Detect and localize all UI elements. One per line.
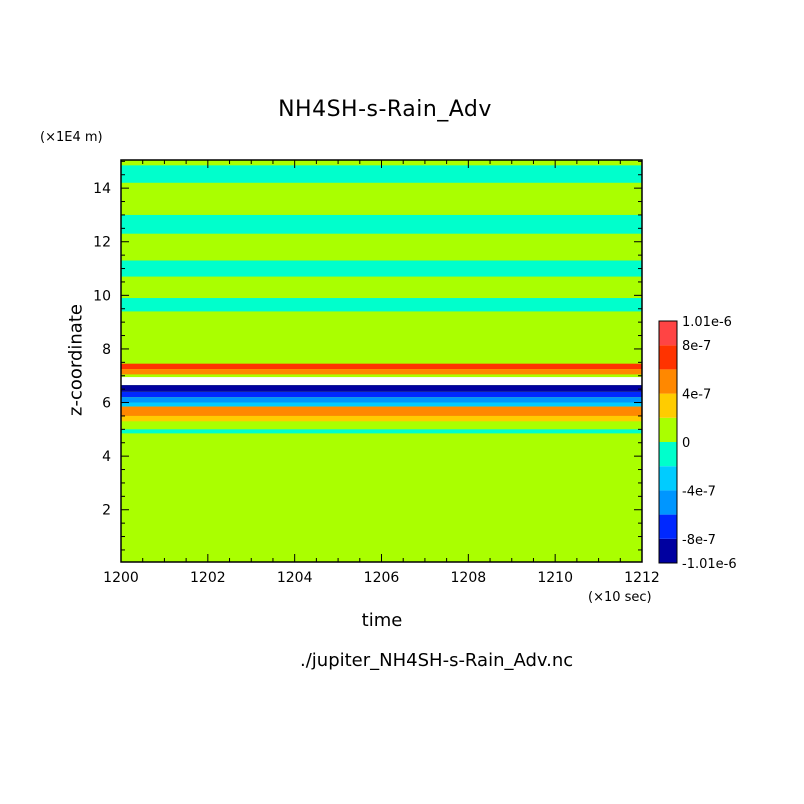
- colorbar-swatch: [659, 417, 677, 442]
- contour-band: [121, 260, 642, 277]
- contour-band: [121, 165, 642, 183]
- contour-band: [121, 298, 642, 312]
- colorbar-label: 8e-7: [682, 339, 711, 354]
- x-axis-label: time: [361, 610, 403, 631]
- contour-band: [121, 415, 642, 422]
- x-tick-label: 1212: [624, 570, 660, 586]
- colorbar-label: 4e-7: [682, 388, 711, 403]
- y-tick-label: 6: [102, 396, 111, 412]
- x-tick-label: 1206: [364, 570, 400, 586]
- x-axis-unit: (×10 sec): [588, 590, 652, 605]
- colorbar-frame: [658, 320, 678, 564]
- colorbar-swatch: [659, 321, 677, 346]
- y-tick-label: 10: [93, 288, 111, 304]
- contour-band: [121, 402, 642, 407]
- contour-band: [121, 369, 642, 375]
- colorbar-label: -8e-7: [682, 533, 716, 548]
- contour-band: [121, 429, 642, 434]
- colorbar-swatch: [659, 345, 677, 370]
- y-tick-label: 8: [102, 342, 111, 358]
- colorbar-label: -1.01e-6: [682, 557, 737, 572]
- colorbar-label: -4e-7: [682, 484, 716, 499]
- contour-band: [121, 397, 642, 403]
- colorbar-swatch: [659, 538, 677, 563]
- contour-band: [121, 363, 642, 370]
- x-tick-label: 1210: [537, 570, 573, 586]
- y-axis-unit: (×1E4 m): [40, 130, 103, 145]
- colorbar-swatch: [659, 369, 677, 394]
- x-tick-label: 1204: [277, 570, 313, 586]
- colorbar-swatch: [659, 442, 677, 467]
- contour-band: [121, 377, 642, 386]
- colorbar-label: 0: [682, 436, 690, 451]
- contour-band: [121, 385, 642, 392]
- contour-band: [121, 391, 642, 398]
- chart-title: NH4SH-s-Rain_Adv: [278, 97, 492, 122]
- x-tick-label: 1202: [190, 570, 226, 586]
- y-tick-label: 4: [102, 449, 111, 465]
- colorbar-label: 1.01e-6: [682, 315, 732, 330]
- y-tick-label: 2: [102, 503, 111, 519]
- source-filename: ./jupiter_NH4SH-s-Rain_Adv.nc: [300, 650, 574, 671]
- y-tick-label: 14: [93, 181, 111, 197]
- y-tick-label: 12: [93, 235, 111, 251]
- contour-band: [121, 406, 642, 416]
- x-tick-label: 1200: [103, 570, 139, 586]
- colorbar-swatch: [659, 514, 677, 539]
- colorbar-swatch: [659, 393, 677, 418]
- x-tick-label: 1208: [451, 570, 487, 586]
- colorbar-swatch: [659, 490, 677, 515]
- contour-band: [121, 214, 642, 234]
- colorbar-swatch: [659, 466, 677, 491]
